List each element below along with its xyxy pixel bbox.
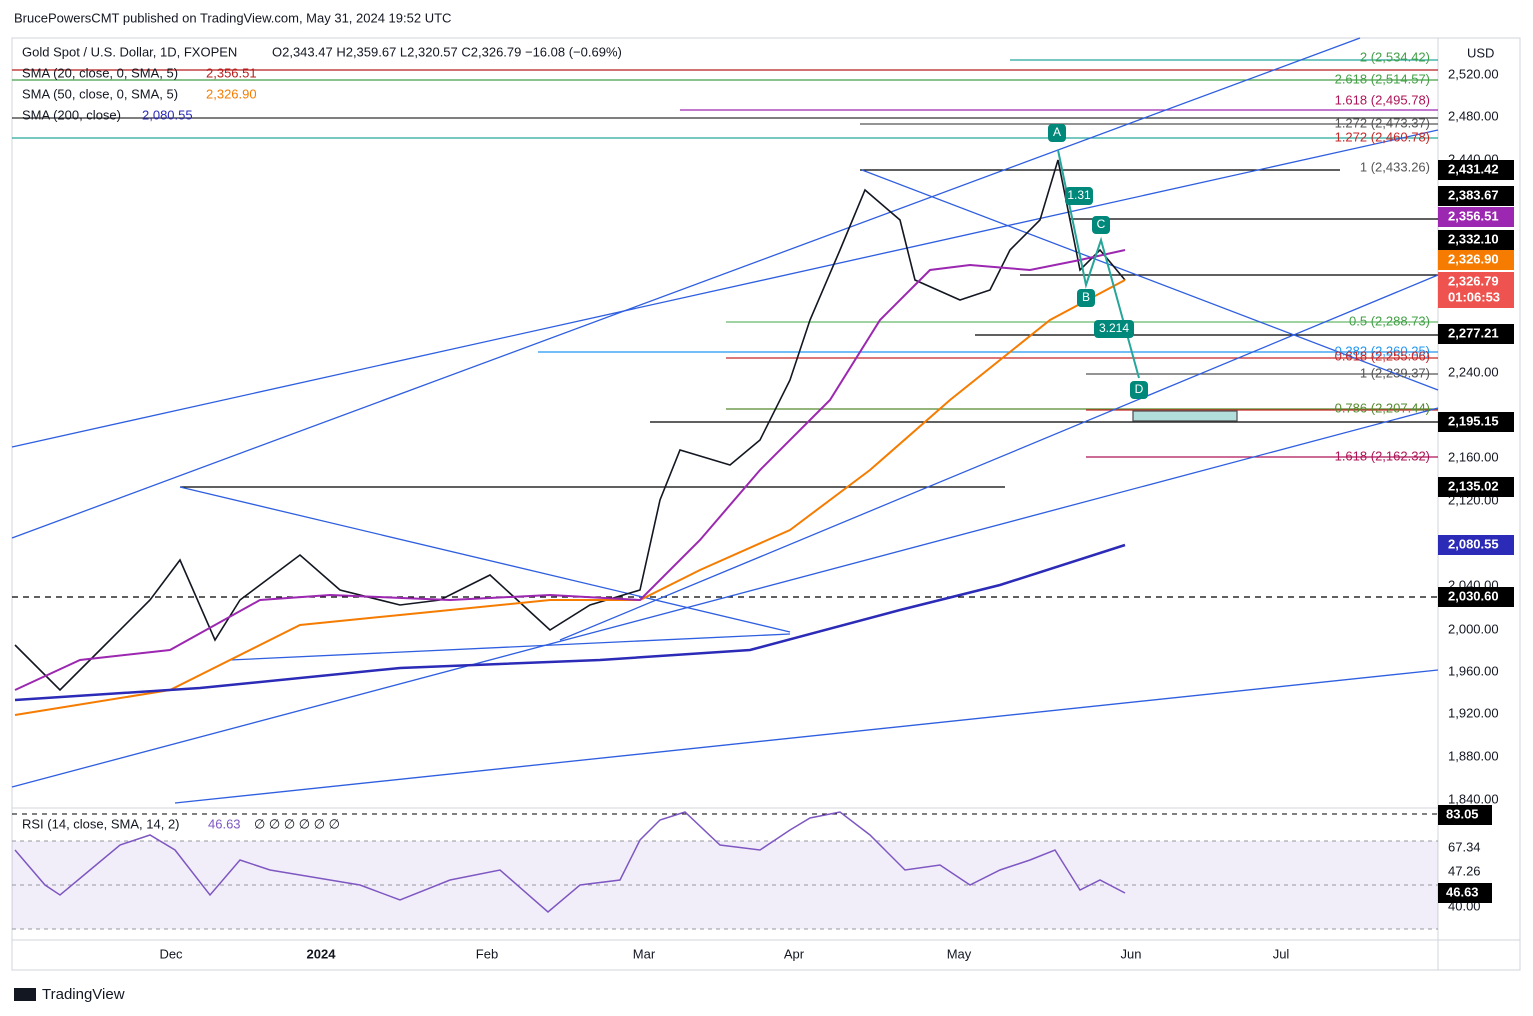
brand: TradingView [42,986,125,1003]
currency: USD [1467,45,1494,60]
publisher: BrucePowersCMT published on TradingView.… [14,10,451,25]
rsi-tag-bg [1438,805,1492,825]
fib-label: 1.618 (2,495.78) [1335,92,1430,107]
price-tag-bg [1438,587,1514,607]
price-tag: 2,135.02 [1448,478,1499,493]
price-tag-bg [1438,230,1514,250]
price-tag-bg [1438,272,1514,292]
pattern-label: 3.214 [1099,321,1129,335]
price-tag: 2,383.67 [1448,187,1499,202]
time-label: May [947,946,972,961]
indicator-label: SMA (50, close, 0, SMA, 5) [22,86,178,101]
fib-label: 0.5 (2,288.73) [1349,313,1430,328]
fib-label: 1 (2,239.37) [1360,365,1430,380]
rsi-tick: 67.34 [1448,839,1481,854]
price-tag: 2,326.79 [1448,273,1499,288]
fib-label: 1.618 (2,162.32) [1335,448,1430,463]
indicator-value: 2,326.90 [206,86,257,101]
time-label: Feb [476,946,498,961]
fib-label: 1.272 (2,473.37) [1335,115,1430,130]
price-tick: 2,240.00 [1448,364,1499,379]
symbol: Gold Spot / U.S. Dollar, 1D, FXOPEN [22,44,237,59]
price-tag: 2,080.55 [1448,536,1499,551]
fib-label: 0.786 (2,207.44) [1335,400,1430,415]
pattern-bg [1130,381,1148,399]
price-tag: 2,195.15 [1448,413,1499,428]
price-tag: 2,356.51 [1448,208,1499,223]
rsi-label: RSI (14, close, SMA, 14, 2) [22,816,180,831]
drawings [11,37,1439,913]
fib-label: 0.382 (2,260.25) [1335,343,1430,358]
price-tick: 1,920.00 [1448,705,1499,720]
pattern-label: A [1053,125,1061,139]
price-tag: 2,277.21 [1448,325,1499,340]
price-tag: 2,030.60 [1448,588,1499,603]
indicator-label: SMA (200, close) [22,107,121,122]
indicator-value: 2,356.51 [206,65,257,80]
price-tick: 2,000.00 [1448,621,1499,636]
price-tick: 2,520.00 [1448,66,1499,81]
rsi-value: 46.63 [208,816,241,831]
pattern-bg [1077,289,1095,307]
price-tag: 2,431.42 [1448,161,1499,176]
price-tag-bg [1438,186,1514,206]
chart-frame [11,37,1521,971]
price-tick: 1,840.00 [1448,791,1499,806]
price-tag-bg [1438,207,1514,227]
indicator-value: 2,080.55 [142,107,193,122]
fib-label: 2.618 (2,514.57) [1335,71,1430,86]
price-tag-bg [1438,477,1514,497]
price-tag-bg [1438,288,1514,308]
time-label: 2024 [307,946,337,961]
price-tick: 2,160.00 [1448,449,1499,464]
brand-logo [14,988,36,1001]
price-tag-bg [1438,160,1514,180]
pattern-label: 1.31 [1067,188,1091,202]
price-tick: 1,960.00 [1448,663,1499,678]
indicator-label: SMA (20, close, 0, SMA, 5) [22,65,178,80]
pattern-label: D [1135,382,1144,396]
price-tag-bg [1438,535,1514,555]
pattern-bg [1092,216,1110,234]
price-tag-bg [1438,324,1514,344]
fib-label: 1.272 (2,460.78) [1335,129,1430,144]
time-label: Jun [1121,946,1142,961]
rsi-tag: 46.63 [1446,884,1479,899]
rsi-tick: 47.26 [1448,863,1481,878]
rsi-tag: 83.05 [1446,806,1479,821]
price-tag-bg [1438,250,1514,270]
price-tick: 2,480.00 [1448,108,1499,123]
price-tick: 1,880.00 [1448,748,1499,763]
pattern-label: C [1097,217,1106,231]
price-tag-bg [1438,412,1514,432]
fib-label: 1 (2,433.26) [1360,159,1430,174]
fib-label: 0.618 (2,255.06) [1335,348,1430,363]
rsi-extra: ∅ ∅ ∅ ∅ ∅ ∅ [254,816,340,831]
fib-label: 2 (2,534.42) [1360,49,1430,64]
rsi-levels [12,840,1438,930]
pattern-bg [1094,320,1134,338]
time-label: Dec [159,946,183,961]
price-tag: 2,326.90 [1448,251,1499,266]
rsi-tag-bg [1438,883,1492,903]
time-label: Mar [633,946,656,961]
ohlc: O2,343.47 H2,359.67 L2,320.57 C2,326.79 … [272,44,622,59]
pattern-bg [1065,187,1093,205]
pattern-label: B [1082,290,1090,304]
price-tag: 2,332.10 [1448,231,1499,246]
time-label: Apr [784,946,805,961]
price-tag: 01:06:53 [1448,289,1500,304]
time-label: Jul [1273,946,1290,961]
pattern-bg [1048,124,1066,142]
